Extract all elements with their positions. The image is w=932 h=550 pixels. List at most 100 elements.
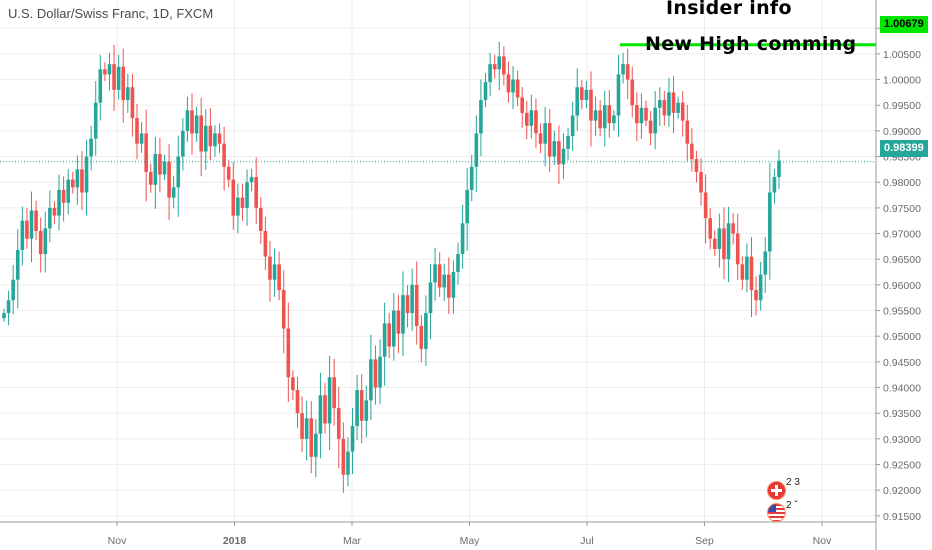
candle-body [754,290,758,301]
us-flag-icon[interactable] [767,503,786,522]
candle-body [48,207,52,229]
time-axis[interactable]: Nov 2018 Mar May Jul Sep Nov [108,522,832,547]
candle-body [685,120,690,144]
candle-body [749,256,754,290]
candle-body [286,328,291,378]
candle-body [70,179,75,188]
candle-body [391,310,396,347]
candle-body [240,197,245,208]
candle-body [112,64,116,90]
candle-body [593,110,598,121]
candle-body [25,220,29,239]
candle-body [314,433,318,457]
candle-body [758,274,763,301]
candle-body [38,230,43,255]
candle-body [602,105,607,129]
candle-body [176,156,181,188]
candle-body [382,323,387,357]
candle-body [167,161,171,198]
candle-body [52,207,57,216]
candle-body [694,159,699,172]
candle-body [249,177,254,183]
y-tick-label: 0.95500 [883,306,921,318]
candle-body [107,64,112,75]
candle-body [621,64,625,75]
candle-body [745,256,749,280]
candle-body [515,79,520,98]
candle-body [295,390,300,414]
candle-body [277,264,281,290]
candle-body [396,310,401,334]
candle-body [304,418,309,439]
candle-body [116,66,121,90]
candle-body [433,264,437,283]
x-tick-label: Nov [108,535,127,547]
candle-body [479,100,483,134]
candle-body [34,210,38,231]
candle-body [676,102,680,113]
candle-body [772,177,777,193]
candle-body [57,189,61,216]
candle-body [162,161,167,175]
candle-body [584,89,589,101]
candle-body [726,223,731,260]
event-count-top: 2 3 [786,477,800,488]
candle-body [359,390,364,421]
candle-body [520,97,524,113]
candle-body [543,123,547,144]
candle-body [630,79,635,106]
y-tick-label: 0.92500 [883,460,921,472]
candle-body [405,295,410,314]
candle-body [534,110,538,134]
candle-body [722,228,726,260]
x-tick-label: Sep [695,535,714,547]
candle-body [336,408,341,439]
candle-body [488,64,492,83]
candle-body [98,69,103,103]
candle-body [245,182,249,208]
candle-body [703,192,708,219]
candle-body [612,115,616,124]
annotation-new-high: New High comming [645,33,857,55]
y-tick-label: 0.97500 [883,203,921,215]
candle-body [502,56,506,75]
candle-body [768,192,772,252]
price-axis[interactable]: 1.010001.005001.000000.995000.990000.985… [876,23,921,523]
candle-body [203,125,208,152]
candle-body [373,359,378,388]
candle-body [777,160,781,178]
candle-body [712,238,717,249]
candle-body [598,110,602,129]
candle-body [538,133,543,144]
event-count-bottom: 2 ˇ [786,500,798,511]
candle-body [355,390,359,427]
candle-body [199,115,203,152]
candle-body [717,228,722,249]
candle-body [552,141,557,157]
candle-body [428,282,433,314]
current-price-badge: 0.98399 [880,140,928,157]
candle-body [653,107,657,134]
candle-body [121,66,126,101]
candle-body [29,210,34,239]
candle-body [185,110,190,131]
candle-body [680,102,685,121]
candle-body [20,220,25,250]
candle-body [6,300,11,314]
candle-body [378,356,382,388]
candle-body [332,377,336,409]
candle-body [327,377,332,424]
candle-body [15,249,20,280]
swiss-flag-icon[interactable] [767,481,786,500]
x-tick-label: May [460,535,481,547]
candle-body [497,56,502,70]
candle-body [369,359,373,401]
candle-body [419,325,424,350]
candle-body [547,123,552,157]
candle-body [561,148,566,165]
candle-body [469,166,474,190]
candle-body [158,153,162,175]
candle-body [93,102,98,139]
candle-body [524,112,529,126]
candle-body [236,197,240,216]
